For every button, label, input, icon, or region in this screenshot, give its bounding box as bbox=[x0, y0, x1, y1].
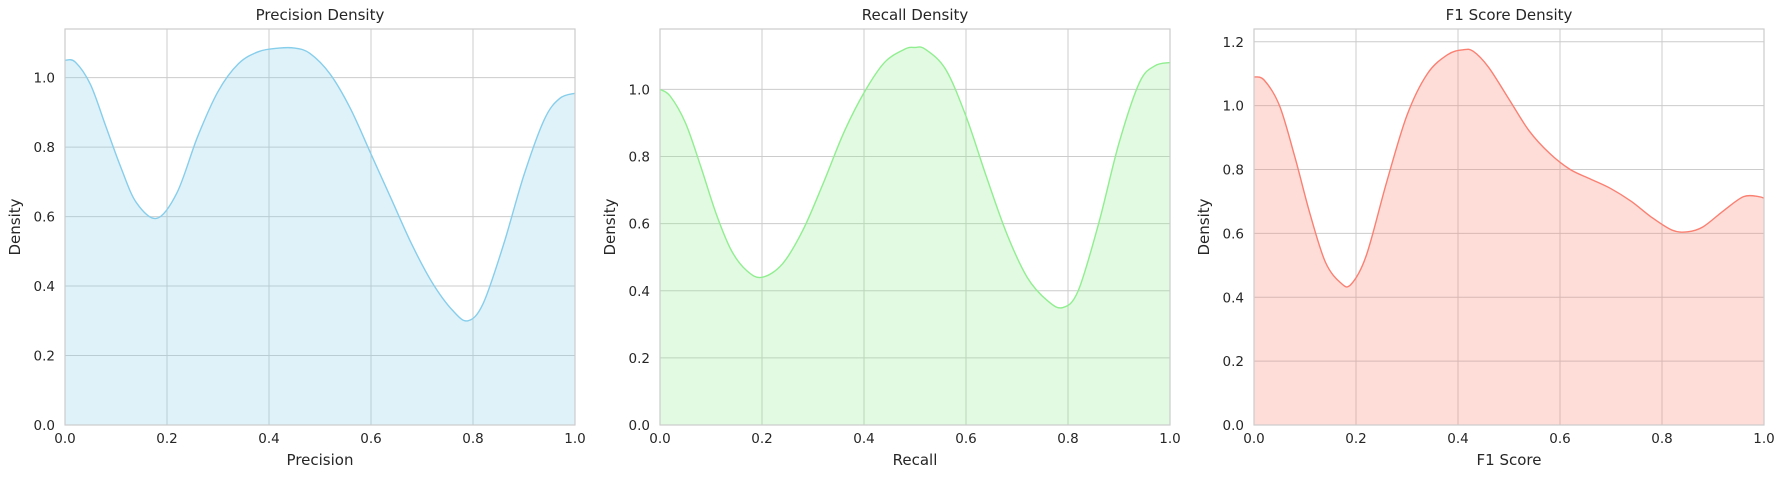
x-tick-label: 0.2 bbox=[156, 431, 177, 447]
y-tick-label: 0.8 bbox=[1223, 163, 1244, 179]
y-tick-label: 0.4 bbox=[34, 279, 55, 295]
y-tick-label: 0.0 bbox=[34, 418, 55, 434]
density-area bbox=[1254, 49, 1764, 425]
y-tick-label: 0.2 bbox=[629, 351, 650, 367]
x-tick-label: 0.6 bbox=[955, 431, 976, 447]
x-tick-label: 0.8 bbox=[1651, 431, 1672, 447]
chart-title: Recall Density bbox=[862, 6, 969, 24]
x-tick-label: 0.0 bbox=[54, 431, 75, 447]
x-axis-label: F1 Score bbox=[1477, 451, 1542, 469]
x-axis-label: Recall bbox=[893, 451, 938, 469]
x-tick-label: 0.4 bbox=[1447, 431, 1468, 447]
chart-title: Precision Density bbox=[256, 6, 385, 24]
y-tick-label: 0.6 bbox=[1223, 226, 1244, 242]
panel-2: 0.0 0.2 0.4 0.6 0.8 1.0 0.0 0.2 0.4 0.6 0.8 1.0 Reca… bbox=[601, 6, 1181, 469]
y-tick-label: 0.8 bbox=[34, 140, 55, 156]
x-tick-label: 0.4 bbox=[258, 431, 279, 447]
x-tick-label: 0.2 bbox=[751, 431, 772, 447]
y-tick-label: 0.4 bbox=[1223, 290, 1244, 306]
x-tick-label: 0.4 bbox=[853, 431, 874, 447]
y-tick-label: 0.6 bbox=[629, 217, 650, 233]
axes-frame bbox=[659, 28, 1171, 426]
density-line bbox=[1254, 48, 1764, 288]
y-tick-label: 1.2 bbox=[1223, 35, 1244, 51]
density-line bbox=[65, 46, 575, 322]
y-tick-label: 1.0 bbox=[629, 82, 650, 98]
density-line bbox=[660, 46, 1170, 309]
x-tick-label: 0.2 bbox=[1345, 431, 1366, 447]
y-tick-label: 0.2 bbox=[34, 349, 55, 365]
x-tick-label: 0.6 bbox=[360, 431, 381, 447]
y-tick-label: 0.0 bbox=[1223, 418, 1244, 434]
y-tick-label: 0.6 bbox=[34, 210, 55, 226]
y-axis-label: Density bbox=[6, 198, 24, 255]
x-tick-label: 1.0 bbox=[1159, 431, 1180, 447]
y-tick-label: 0.4 bbox=[629, 284, 650, 300]
density-area bbox=[660, 46, 1170, 425]
x-tick-label: 0.0 bbox=[649, 431, 670, 447]
x-tick-label: 0.6 bbox=[1549, 431, 1570, 447]
panel-3: 0.0 0.2 0.4 0.6 0.8 1.0 0.0 0.2 0.4 0.6 0.8 1.0 1.2 F… bbox=[1195, 6, 1775, 469]
y-tick-label: 0.0 bbox=[629, 418, 650, 434]
panel-1: 0.0 0.2 0.4 0.6 0.8 1.0 0.0 0.2 0.4 0.6 0.8 1.0 Prec… bbox=[6, 6, 586, 469]
x-tick-label: 0.0 bbox=[1243, 431, 1264, 447]
y-tick-label: 0.8 bbox=[629, 150, 650, 166]
x-tick-label: 0.8 bbox=[1057, 431, 1078, 447]
x-tick-label: 1.0 bbox=[1753, 431, 1774, 447]
axes-frame bbox=[64, 28, 576, 426]
y-axis-label: Density bbox=[1195, 198, 1213, 255]
x-axis-label: Precision bbox=[287, 451, 354, 469]
x-tick-label: 0.8 bbox=[462, 431, 483, 447]
y-tick-label: 0.2 bbox=[1223, 354, 1244, 370]
axes-frame bbox=[1253, 28, 1765, 426]
y-axis-label: Density bbox=[601, 198, 619, 255]
x-tick-label: 1.0 bbox=[564, 431, 585, 447]
density-area bbox=[65, 47, 575, 425]
chart-title: F1 Score Density bbox=[1446, 6, 1573, 24]
y-tick-label: 1.0 bbox=[1223, 99, 1244, 115]
y-tick-label: 1.0 bbox=[34, 71, 55, 87]
